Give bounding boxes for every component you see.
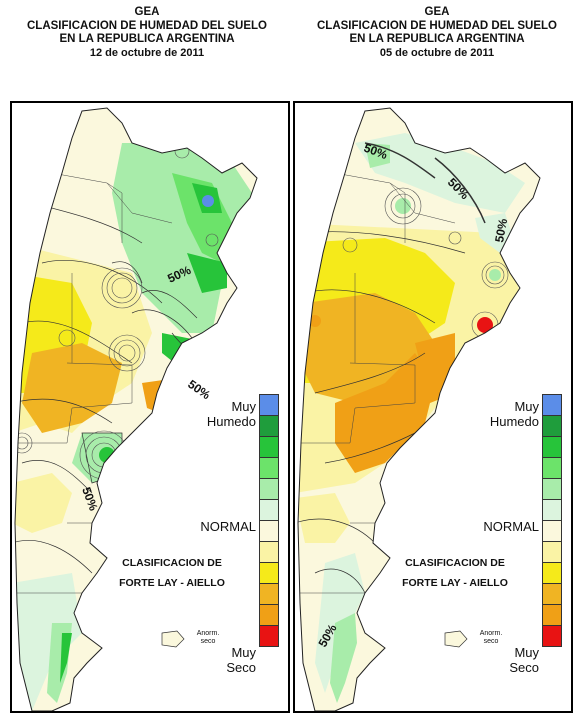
right-label-muy-seco: Muy Seco [509,645,539,675]
legend-swatch [259,394,279,416]
legend-swatch [259,583,279,605]
left-classification-text: CLASIFICACION DE FORTE LAY - AIELLO [119,557,225,589]
right-title-line1: CLASIFICACION DE HUMEDAD DEL SUELO [316,19,558,32]
legend-swatch [542,478,562,500]
right-label-muy-humedo: Muy Humedo [489,399,539,429]
legend-swatch [542,562,562,584]
left-title-line2: EN LA REPUBLICA ARGENTINA [59,33,235,45]
left-org: GEA [134,6,160,18]
right-legend [542,394,562,647]
right-classification-text: CLASIFICACION DE FORTE LAY - AIELLO [402,557,508,589]
legend-swatch [259,478,279,500]
legend-swatch [542,625,562,647]
right-label-normal: NORMAL [483,519,539,534]
left-date: 12 de octubre de 2011 [89,46,205,59]
legend-swatch [542,541,562,563]
legend-swatch [259,562,279,584]
left-label-normal: NORMAL [200,519,256,534]
right-map-panel: 50% 50% 50% 50% Muy Humedo NORMAL Muy Seco… [293,101,573,713]
legend-swatch [259,520,279,542]
left-label-muy-seco: Muy Seco [226,645,256,675]
right-date: 05 de octubre de 2011 [379,46,495,59]
legend-swatch [542,520,562,542]
legend-swatch [542,436,562,458]
left-legend [259,394,279,647]
right-contour-label-50-c: 50% [492,217,510,243]
legend-swatch [542,499,562,521]
left-map-panel: 50% 50% 50% Muy Humedo NORMAL Muy Seco CLA… [10,101,290,713]
left-map-header: GEA CLASIFICACION DE HUMEDAD DEL SUELO E… [0,6,294,60]
legend-swatch [542,604,562,626]
left-anom-label: Anorm. seco [196,630,220,645]
legend-swatch [259,604,279,626]
right-org: GEA [424,6,450,18]
legend-swatch [542,457,562,479]
right-argentina-map: 50% 50% 50% 50% [297,107,541,711]
left-title-line1: CLASIFICACION DE HUMEDAD DEL SUELO [26,19,268,32]
right-anom-label: Anorm. seco [479,630,503,645]
right-map-header: GEA CLASIFICACION DE HUMEDAD DEL SUELO E… [290,6,584,60]
left-argentina-map: 50% 50% 50% [14,107,258,711]
legend-swatch [259,436,279,458]
legend-swatch [542,583,562,605]
legend-swatch [542,394,562,416]
left-malvinas-islands [161,630,185,648]
right-malvinas-islands [444,630,468,648]
legend-swatch [259,625,279,647]
legend-swatch [259,415,279,437]
right-title-line2: EN LA REPUBLICA ARGENTINA [349,33,525,45]
legend-swatch [259,541,279,563]
legend-swatch [259,499,279,521]
left-label-muy-humedo: Muy Humedo [206,399,256,429]
legend-swatch [259,457,279,479]
legend-swatch [542,415,562,437]
